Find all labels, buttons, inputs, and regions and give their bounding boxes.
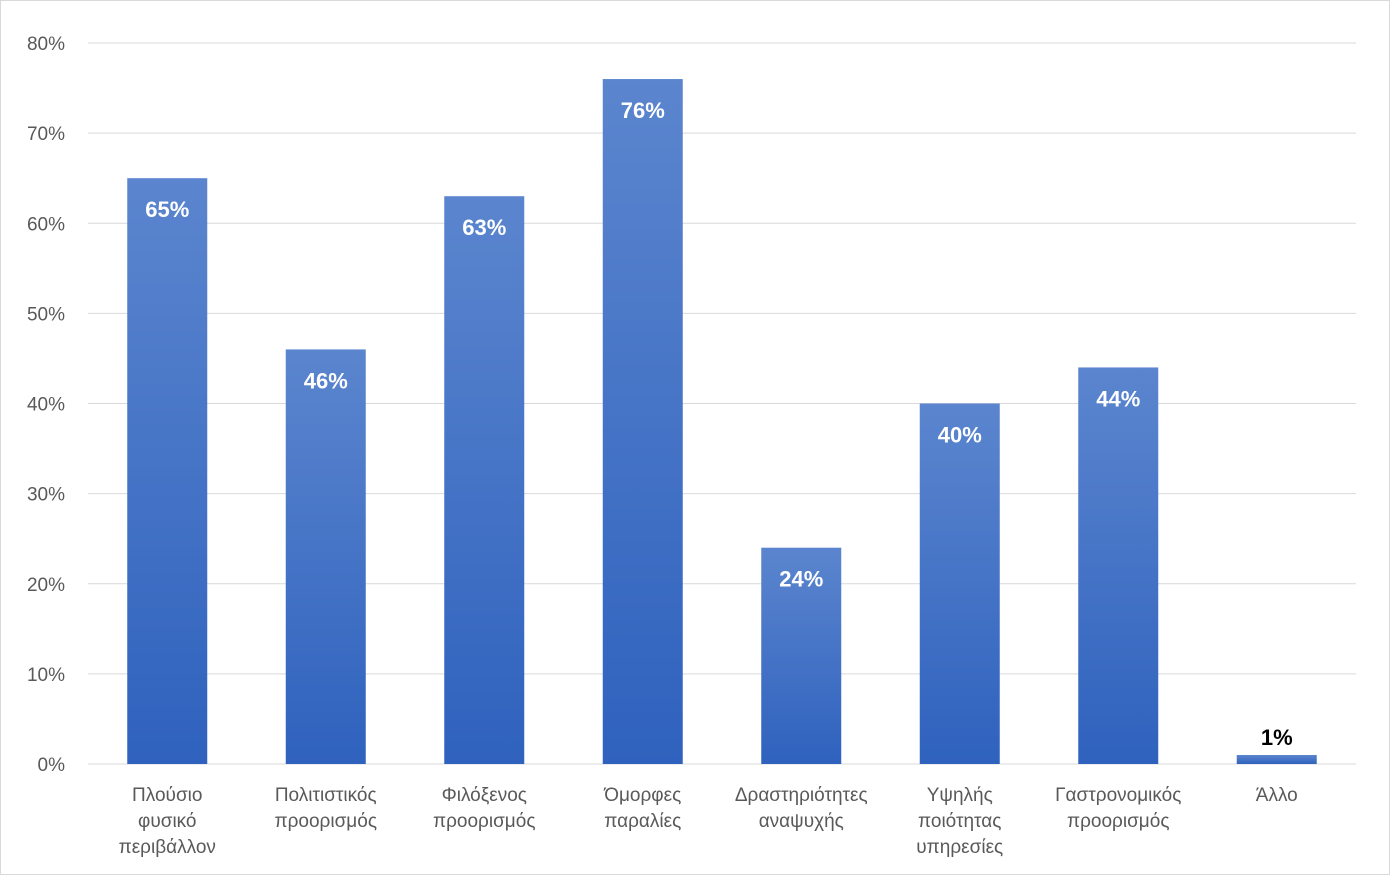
y-axis-ticks: 0% 10% 20% 30% 40% 50% 60% 70% 80%	[27, 34, 65, 776]
y-tick-label: 70%	[27, 124, 65, 145]
x-category-label-line: ποιότητας	[918, 811, 1001, 832]
bar	[127, 178, 208, 764]
x-category-label: Πλούσιο φυσικό περιβάλλον	[119, 785, 216, 858]
data-label: 1%	[1261, 725, 1293, 750]
data-label: 65%	[145, 197, 189, 222]
y-tick-label: 80%	[27, 34, 65, 55]
x-category-label-line: αναψυχής	[759, 811, 844, 832]
x-category-label: Φιλόξενος προορισμός	[433, 785, 535, 832]
x-category-label-line: Υψηλής	[927, 785, 993, 806]
x-category-label-line: Δραστηριότητες	[735, 785, 868, 806]
x-category-label-line: Φιλόξενος	[442, 785, 527, 806]
y-tick-label: 40%	[27, 395, 65, 416]
x-category-label-line: παραλίες	[604, 811, 681, 832]
x-category-label-line: φυσικό	[138, 811, 197, 832]
y-tick-label: 60%	[27, 214, 65, 235]
x-axis-categories: Πλούσιο φυσικό περιβάλλον Πολιτιστικός προορ…	[119, 785, 1298, 858]
bar	[919, 403, 1000, 764]
x-category-label-line: προορισμός	[275, 811, 377, 832]
bar	[602, 79, 683, 765]
bars	[127, 79, 1317, 765]
data-label: 24%	[779, 567, 823, 592]
data-label: 40%	[938, 423, 982, 448]
x-category-label-line: υπηρεσίες	[916, 837, 1003, 858]
y-tick-label: 30%	[27, 485, 65, 506]
y-tick-label: 0%	[38, 755, 66, 776]
x-category-label-line: Όμορφες	[603, 785, 681, 806]
bar	[444, 196, 525, 764]
bar	[1078, 367, 1159, 764]
x-category-label: Γαστρονομικός προορισμός	[1055, 785, 1181, 832]
bar	[761, 547, 842, 764]
data-label: 76%	[621, 98, 665, 123]
x-category-label: Όμορφες παραλίες	[603, 785, 681, 832]
data-labels: 65% 46% 63% 76% 24% 40% 44% 1%	[145, 98, 1292, 750]
x-category-label-line: προορισμός	[1067, 811, 1169, 832]
bar	[285, 349, 366, 764]
x-category-label-line: περιβάλλον	[119, 837, 216, 858]
x-category-label: Άλλο	[1256, 785, 1298, 806]
data-label: 46%	[304, 368, 348, 393]
data-label: 44%	[1096, 386, 1140, 411]
x-category-label-line: Πλούσιο	[132, 785, 202, 806]
x-category-label: Πολιτιστικός προορισμός	[275, 785, 377, 832]
y-tick-label: 20%	[27, 575, 65, 596]
data-label: 63%	[462, 215, 506, 240]
x-category-label-line: Γαστρονομικός	[1055, 785, 1181, 806]
x-category-label-line: Άλλο	[1256, 785, 1298, 806]
x-category-label-line: Πολιτιστικός	[275, 785, 377, 806]
y-tick-label: 10%	[27, 665, 65, 686]
gridlines	[88, 42, 1356, 765]
x-category-label: Υψηλής ποιότητας υπηρεσίες	[916, 785, 1003, 858]
x-category-label-line: προορισμός	[433, 811, 535, 832]
bar	[1236, 754, 1317, 764]
x-category-label: Δραστηριότητες αναψυχής	[735, 785, 868, 832]
y-tick-label: 50%	[27, 304, 65, 325]
